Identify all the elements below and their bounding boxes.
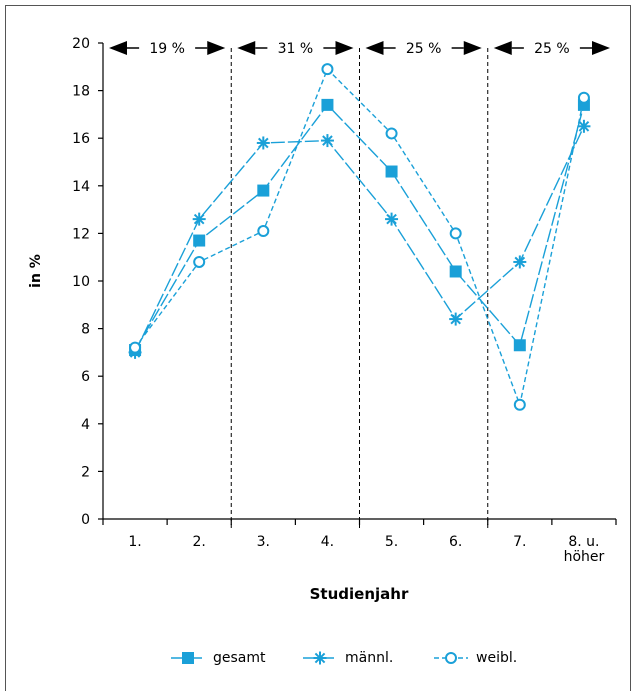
- chart-axes: 0 2 4 6 8 10 12 14 16 18 20 1. 2. 3. 4. 5. 6. 7. 8. u.höhe…: [72, 36, 617, 565]
- x-tick-label: 8. u.: [568, 534, 599, 550]
- series-2: [129, 63, 590, 411]
- y-tick-label: 10: [72, 274, 90, 290]
- legend-item: gesamt: [171, 650, 266, 666]
- chart-frame: 19 % 31 % 25 % 25 % 0 2 4 6 8 10 12 14 16 18 20 1. 2. 3.…: [5, 5, 631, 691]
- period-share-arrows: 19 % 31 % 25 % 25 %: [109, 41, 610, 529]
- asterisk-stroke: [578, 120, 590, 132]
- chart-series: [128, 63, 591, 411]
- data-point: [321, 98, 334, 111]
- legend-marker: [182, 652, 194, 664]
- asterisk-stroke: [322, 135, 333, 146]
- data-point: [513, 255, 527, 269]
- y-tick-label: 6: [81, 369, 90, 385]
- legend-marker: [445, 652, 457, 664]
- asterisk-stroke: [193, 213, 205, 225]
- asterisk-stroke: [386, 213, 397, 225]
- asterisk-stroke: [514, 256, 526, 268]
- y-tick-label: 18: [72, 84, 90, 100]
- period-share-label: 25 %: [406, 41, 442, 57]
- data-point: [192, 212, 206, 226]
- line-chart: 19 % 31 % 25 % 25 % 0 2 4 6 8 10 12 14 16 18 20 1. 2. 3.…: [28, 36, 617, 666]
- y-tick-label: 20: [72, 36, 90, 52]
- data-point: [577, 119, 591, 133]
- data-point: [256, 136, 270, 150]
- left-arrowhead-icon: [365, 41, 384, 55]
- data-point: [513, 339, 526, 352]
- left-arrowhead-icon: [493, 41, 512, 55]
- legend-label: männl.: [345, 650, 393, 666]
- y-tick-label: 16: [72, 131, 90, 147]
- x-tick-label: 7.: [513, 534, 526, 550]
- series-line: [134, 67, 585, 408]
- data-point: [257, 225, 270, 238]
- y-tick-label: 8: [81, 322, 90, 338]
- x-tick-label: 1.: [128, 534, 141, 550]
- legend-item: männl.: [303, 650, 393, 666]
- asterisk-stroke: [314, 652, 326, 664]
- asterisk-stroke: [450, 313, 461, 325]
- x-tick-label: 2.: [193, 534, 206, 550]
- x-tick-label: 6.: [449, 534, 462, 550]
- x-axis-label: Studienjahr: [310, 585, 409, 603]
- period-share-label: 19 %: [149, 41, 185, 57]
- x-tick-label: höher: [564, 549, 605, 565]
- data-point: [129, 341, 142, 354]
- series-0: [129, 98, 590, 357]
- y-tick-label: 2: [81, 464, 90, 480]
- data-point: [385, 127, 398, 140]
- x-tick-label: 5.: [385, 534, 398, 550]
- y-tick-label: 0: [81, 512, 90, 528]
- y-tick-label: 12: [72, 226, 90, 242]
- left-arrowhead-icon: [109, 41, 127, 55]
- chart-legend: gesamt männl. weibl.: [171, 650, 517, 666]
- legend-marker: [313, 651, 327, 665]
- legend-item: weibl.: [434, 650, 517, 666]
- data-point: [385, 212, 399, 226]
- data-point: [321, 63, 334, 76]
- legend-label: gesamt: [213, 650, 266, 666]
- y-axis-label: in %: [28, 254, 44, 288]
- right-arrowhead-icon: [335, 41, 354, 55]
- data-point: [449, 265, 462, 278]
- data-point: [193, 234, 206, 247]
- legend-label: weibl.: [476, 650, 517, 666]
- x-tick-label: 4.: [321, 534, 334, 550]
- x-tick-label: 3.: [257, 534, 270, 550]
- data-point: [193, 255, 206, 268]
- y-tick-label: 14: [72, 179, 90, 195]
- series-line: [134, 103, 585, 351]
- series-line: [134, 126, 585, 353]
- data-point: [449, 312, 463, 326]
- data-point: [385, 165, 398, 178]
- period-share-label: 25 %: [534, 41, 570, 57]
- data-point: [320, 134, 334, 148]
- period-share-label: 31 %: [278, 41, 314, 57]
- data-point: [513, 398, 526, 411]
- data-point: [257, 184, 270, 197]
- y-tick-label: 4: [81, 417, 90, 433]
- right-arrowhead-icon: [207, 41, 226, 55]
- data-point: [577, 91, 590, 104]
- asterisk-stroke: [258, 137, 269, 149]
- right-arrowhead-icon: [463, 41, 482, 55]
- right-arrowhead-icon: [592, 41, 610, 55]
- data-point: [449, 227, 462, 240]
- left-arrowhead-icon: [237, 41, 256, 55]
